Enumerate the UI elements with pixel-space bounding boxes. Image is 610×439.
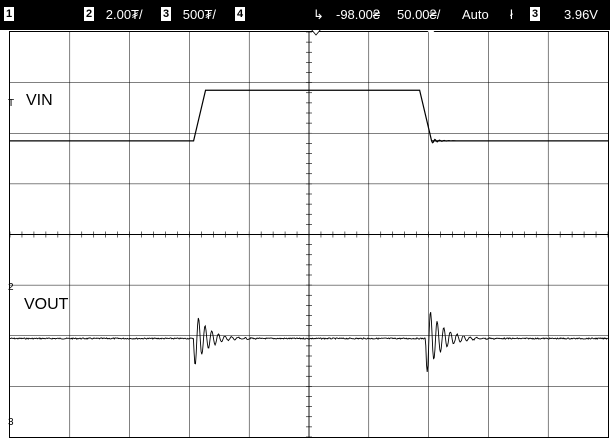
- ch1-badge: 1: [4, 7, 15, 21]
- ch2-badge: 2: [84, 7, 95, 21]
- trigger-source-status[interactable]: 3: [530, 0, 541, 30]
- ch2-status[interactable]: 2 2.00₮/: [84, 0, 143, 30]
- ch2-scale: 2.00₮/: [105, 7, 143, 22]
- trigger-reference-marker-icon: [426, 29, 436, 35]
- trigger-source-badge: 3: [530, 7, 541, 21]
- trigger-mode[interactable]: Auto: [462, 7, 489, 22]
- timebase[interactable]: 50.00₴/: [397, 7, 441, 22]
- graticule-ticks: [9, 31, 609, 438]
- vin-ringing: [431, 138, 456, 144]
- vout-label: VOUT: [24, 296, 69, 313]
- ch4-status[interactable]: 4: [235, 0, 246, 30]
- ch1-ground-marker[interactable]: T: [8, 98, 15, 109]
- ch2-ground-marker[interactable]: 2: [8, 282, 14, 293]
- trigger-delay-icon: ↳: [313, 7, 324, 22]
- ch4-badge: 4: [235, 7, 246, 21]
- trigger-slope-icon[interactable]: ł: [510, 7, 513, 22]
- trigger-level[interactable]: 3.96V: [564, 7, 598, 22]
- trigger-delay[interactable]: -98.00₴: [336, 7, 381, 22]
- trigger-delay-status[interactable]: ↳: [313, 0, 324, 30]
- vout-trace: [9, 311, 609, 373]
- status-bar: 1 2 2.00₮/ 3 500₮/ 4 ↳ -98.00₴ 50.00₴/ A…: [0, 0, 610, 30]
- ch3-ground-marker[interactable]: 3: [8, 417, 14, 428]
- ch3-status[interactable]: 3 500₮/: [161, 0, 216, 30]
- ch3-scale: 500₮/: [182, 7, 216, 22]
- screen-border: [9, 31, 609, 438]
- ch1-status[interactable]: 1: [4, 0, 15, 30]
- ch3-badge: 3: [161, 7, 172, 21]
- waveform-traces: [9, 89, 609, 373]
- vin-label: VIN: [26, 92, 53, 109]
